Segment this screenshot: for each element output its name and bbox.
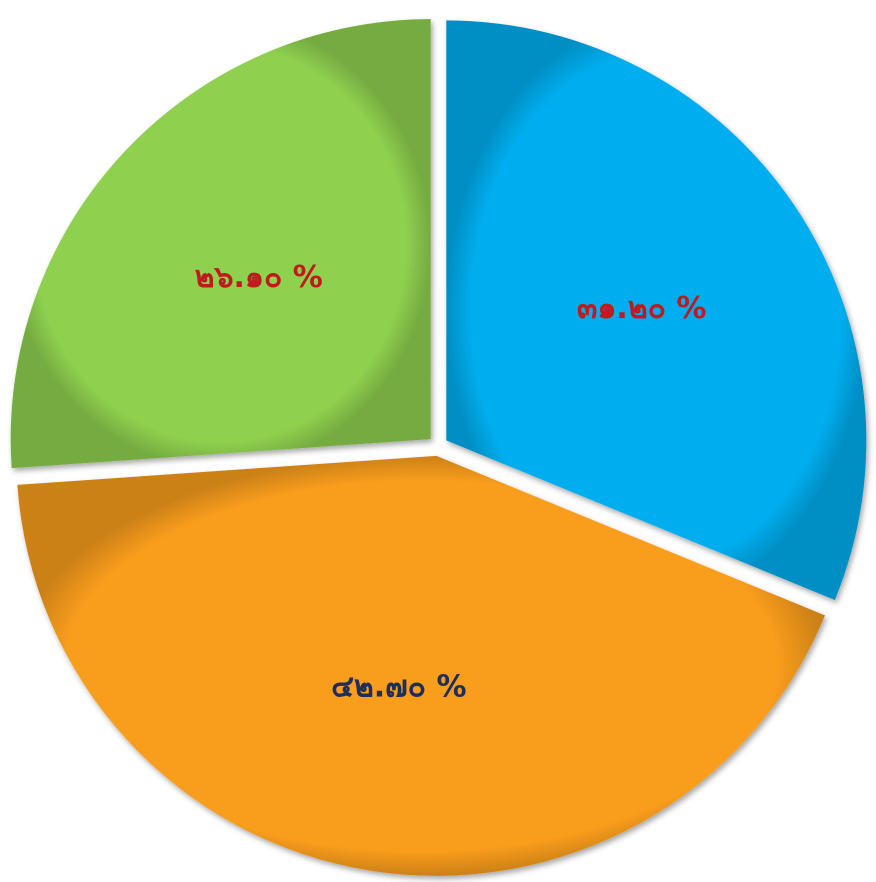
pie-slice-label-0: ๓๑.๒๐ % [577,291,707,326]
pie-slice-shade-0 [446,20,867,600]
pie-slice-label-1: ๔๒.๗๐ % [331,670,466,705]
pie-slice-shade-1 [17,455,825,876]
pie-slice-shade-2 [10,19,431,469]
slices-layer [10,19,867,876]
labels-layer: ๓๑.๒๐ % ๔๒.๗๐ % ๒๖.๑๐ % [195,260,707,704]
pie-slice-label-2: ๒๖.๑๐ % [195,260,323,295]
